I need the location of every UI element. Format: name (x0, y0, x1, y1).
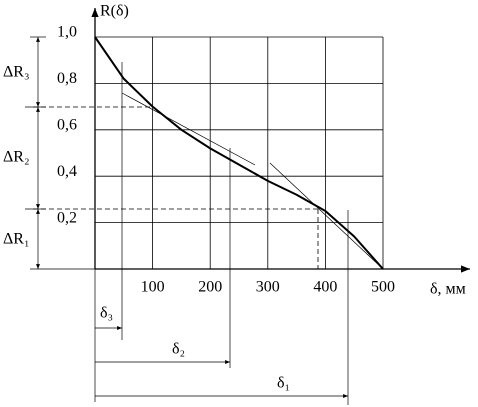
y-axis-label: R(δ) (100, 3, 129, 20)
tangent-line (269, 162, 384, 270)
x-tick-label: 400 (313, 279, 337, 296)
annotation: ΔR₂ (3, 149, 30, 166)
y-tick-label: 0,8 (57, 70, 77, 87)
annotation: δ₂ (172, 341, 185, 358)
annotation: ΔR₃ (3, 64, 30, 81)
x-tick-label: 200 (198, 279, 222, 296)
curve (94, 36, 384, 270)
tangent-line (121, 92, 256, 166)
y-tick-label: 1,0 (57, 24, 77, 41)
x-axis-label: δ, мм (430, 281, 466, 298)
y-tick-label: 0,6 (57, 116, 77, 133)
x-tick-label: 100 (141, 279, 165, 296)
y-tick-label: 0,2 (57, 209, 77, 226)
axes (91, 8, 470, 273)
x-tick-label: 500 (371, 279, 395, 296)
x-tick-label: 300 (256, 279, 280, 296)
annotation: δ₃ (100, 305, 113, 322)
annotation: ΔR₁ (3, 231, 30, 248)
annotation: δ₁ (277, 375, 290, 392)
y-tick-label: 0,4 (57, 163, 77, 180)
construction-lines (25, 36, 384, 405)
